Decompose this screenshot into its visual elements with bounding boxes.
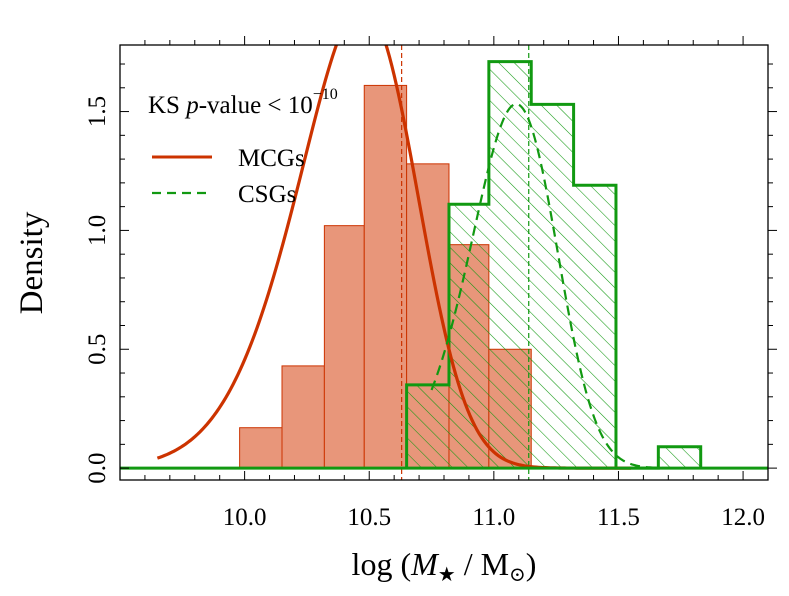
csg-bar [448, 204, 489, 469]
csg-bar [531, 104, 574, 469]
x-tick-label: 10.5 [347, 504, 391, 531]
csg-bar [406, 384, 449, 469]
y-tick-label: 1.5 [84, 96, 111, 127]
x-tick-label: 10.0 [223, 504, 267, 531]
y-tick-label: 1.0 [84, 215, 111, 246]
x-axis-label: log (M★ / M⊙) [352, 546, 537, 586]
mcg-bar [281, 365, 325, 469]
y-axis-label: Density [14, 211, 50, 314]
mcg-bar [323, 225, 365, 469]
y-tick-label: 0.5 [84, 334, 111, 365]
legend-mcg-label: MCGs [238, 145, 305, 172]
y-axis: 0.0 0.5 1.0 1.5 [84, 63, 777, 484]
mcg-bar [239, 427, 283, 469]
ks-annotation: KS p-value < 10−10 [148, 86, 338, 119]
legend-csg-label: CSGs [238, 181, 296, 208]
csg-step-outline [405, 60, 703, 470]
legend: MCGs CSGs [152, 145, 305, 208]
csg-bar [658, 446, 701, 469]
csg-histogram-bars [405, 60, 703, 470]
y-tick-label: 0.0 [84, 452, 111, 483]
csg-bar [488, 61, 532, 469]
x-tick-label: 12.0 [721, 504, 765, 531]
mcg-bar [363, 84, 408, 469]
x-axis: 10.0 10.5 11.0 11.5 12.0 [144, 36, 765, 531]
x-tick-label: 11.5 [597, 504, 640, 531]
x-tick-label: 11.0 [472, 504, 515, 531]
csg-bar [573, 185, 616, 469]
